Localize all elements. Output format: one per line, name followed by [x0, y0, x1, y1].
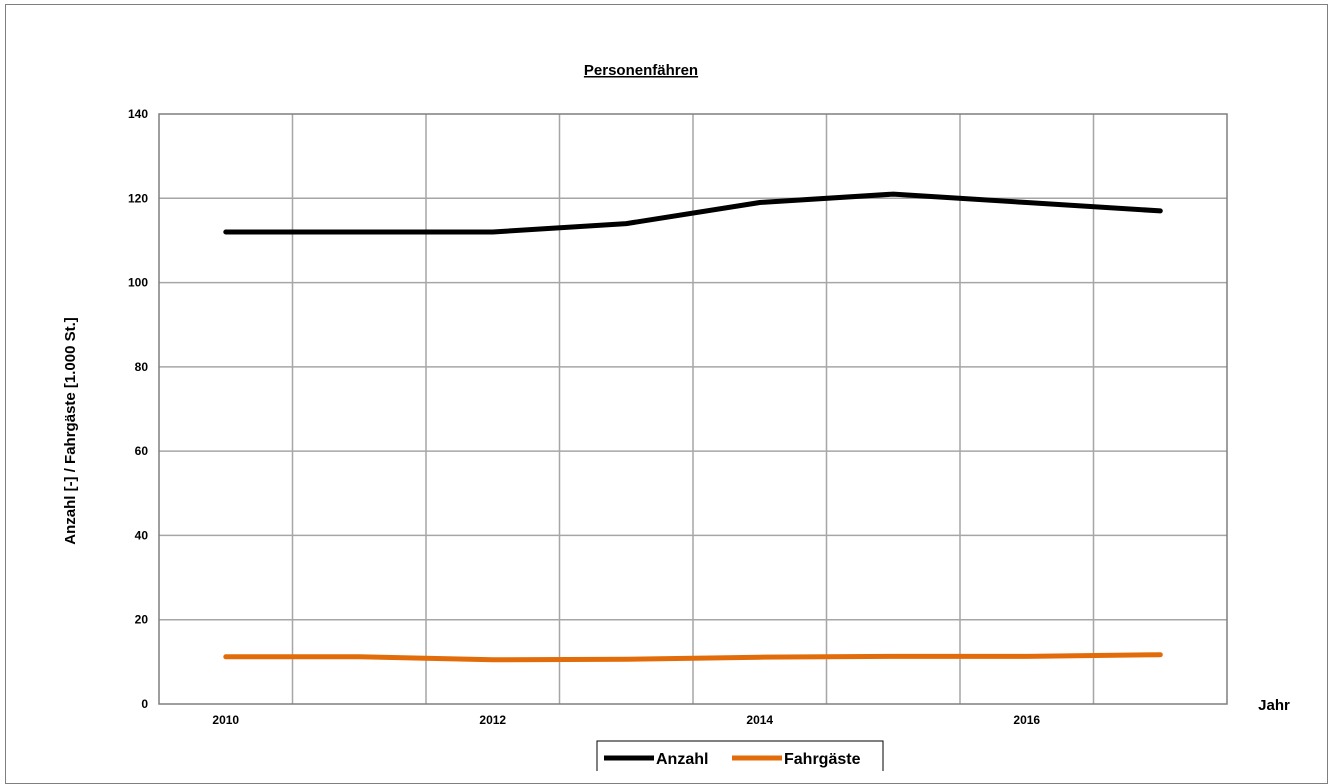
- y-tick-label: 80: [135, 360, 149, 374]
- y-tick-label: 120: [128, 191, 148, 205]
- y-tick-label: 140: [128, 107, 148, 121]
- grid: [159, 114, 1227, 704]
- chart-title: Personenfähren: [584, 62, 698, 79]
- y-axis-ticks: 0 20 40 60 80 100 120 140: [128, 107, 148, 711]
- legend: Anzahl Fahrgäste: [597, 741, 883, 771]
- y-tick-label: 100: [128, 276, 148, 290]
- x-tick-label: 2014: [746, 713, 773, 727]
- y-tick-label: 60: [135, 444, 149, 458]
- y-tick-label: 0: [141, 697, 148, 711]
- y-axis-label: Anzahl [-] / Fahrgäste [1.000 St.]: [62, 317, 79, 545]
- x-tick-label: 2010: [212, 713, 239, 727]
- x-tick-label: 2016: [1013, 713, 1040, 727]
- y-tick-label: 40: [135, 528, 149, 542]
- y-tick-label: 20: [135, 613, 149, 627]
- legend-label-anzahl: Anzahl: [656, 751, 708, 768]
- x-axis-label: Jahr: [1258, 697, 1290, 714]
- x-axis-ticks: 2010 2012 2014 2016: [212, 713, 1040, 727]
- legend-label-fahrgaeste: Fahrgäste: [784, 751, 861, 768]
- x-tick-label: 2012: [479, 713, 506, 727]
